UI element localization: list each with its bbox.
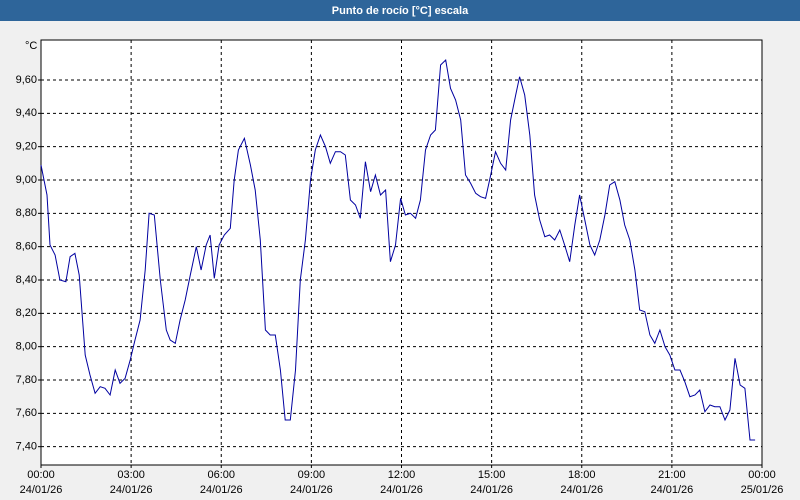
y-tick-label: 8,80	[16, 207, 37, 219]
y-tick-label: 8,00	[16, 341, 37, 353]
x-tick-date: 24/01/26	[20, 484, 63, 496]
x-tick-date: 24/01/26	[110, 484, 153, 496]
y-tick-label: 9,00	[16, 174, 37, 186]
x-tick-label: 06:00	[207, 469, 235, 481]
x-tick-label: 15:00	[478, 469, 506, 481]
x-tick-label: 12:00	[388, 469, 416, 481]
x-tick-date: 24/01/26	[650, 484, 693, 496]
x-tick-date: 25/01/26	[741, 484, 784, 496]
x-tick-label: 00:00	[748, 469, 776, 481]
y-tick-label: 9,20	[16, 141, 37, 153]
y-tick-label: 7,60	[16, 407, 37, 419]
title-bar	[0, 0, 800, 21]
y-tick-label: 7,40	[16, 441, 37, 453]
chart-title: Punto de rocío [°C] escala	[332, 5, 469, 17]
x-tick-date: 24/01/26	[560, 484, 603, 496]
y-tick-label: 9,60	[16, 74, 37, 86]
x-tick-label: 09:00	[298, 469, 326, 481]
x-tick-label: 00:00	[27, 469, 55, 481]
y-tick-label: 7,80	[16, 374, 37, 386]
x-tick-date: 24/01/26	[470, 484, 513, 496]
x-tick-label: 21:00	[658, 469, 686, 481]
x-tick-date: 24/01/26	[380, 484, 423, 496]
x-tick-date: 24/01/26	[290, 484, 333, 496]
x-tick-date: 24/01/26	[200, 484, 243, 496]
x-tick-label: 03:00	[117, 469, 145, 481]
data-line	[40, 58, 756, 441]
plot-border	[40, 39, 763, 466]
y-axis-label: °C	[25, 40, 37, 52]
y-tick-label: 8,40	[16, 274, 37, 286]
y-tick-label: 8,20	[16, 307, 37, 319]
x-tick-label: 18:00	[568, 469, 596, 481]
y-tick-label: 9,40	[16, 107, 37, 119]
y-tick-label: 8,60	[16, 241, 37, 253]
